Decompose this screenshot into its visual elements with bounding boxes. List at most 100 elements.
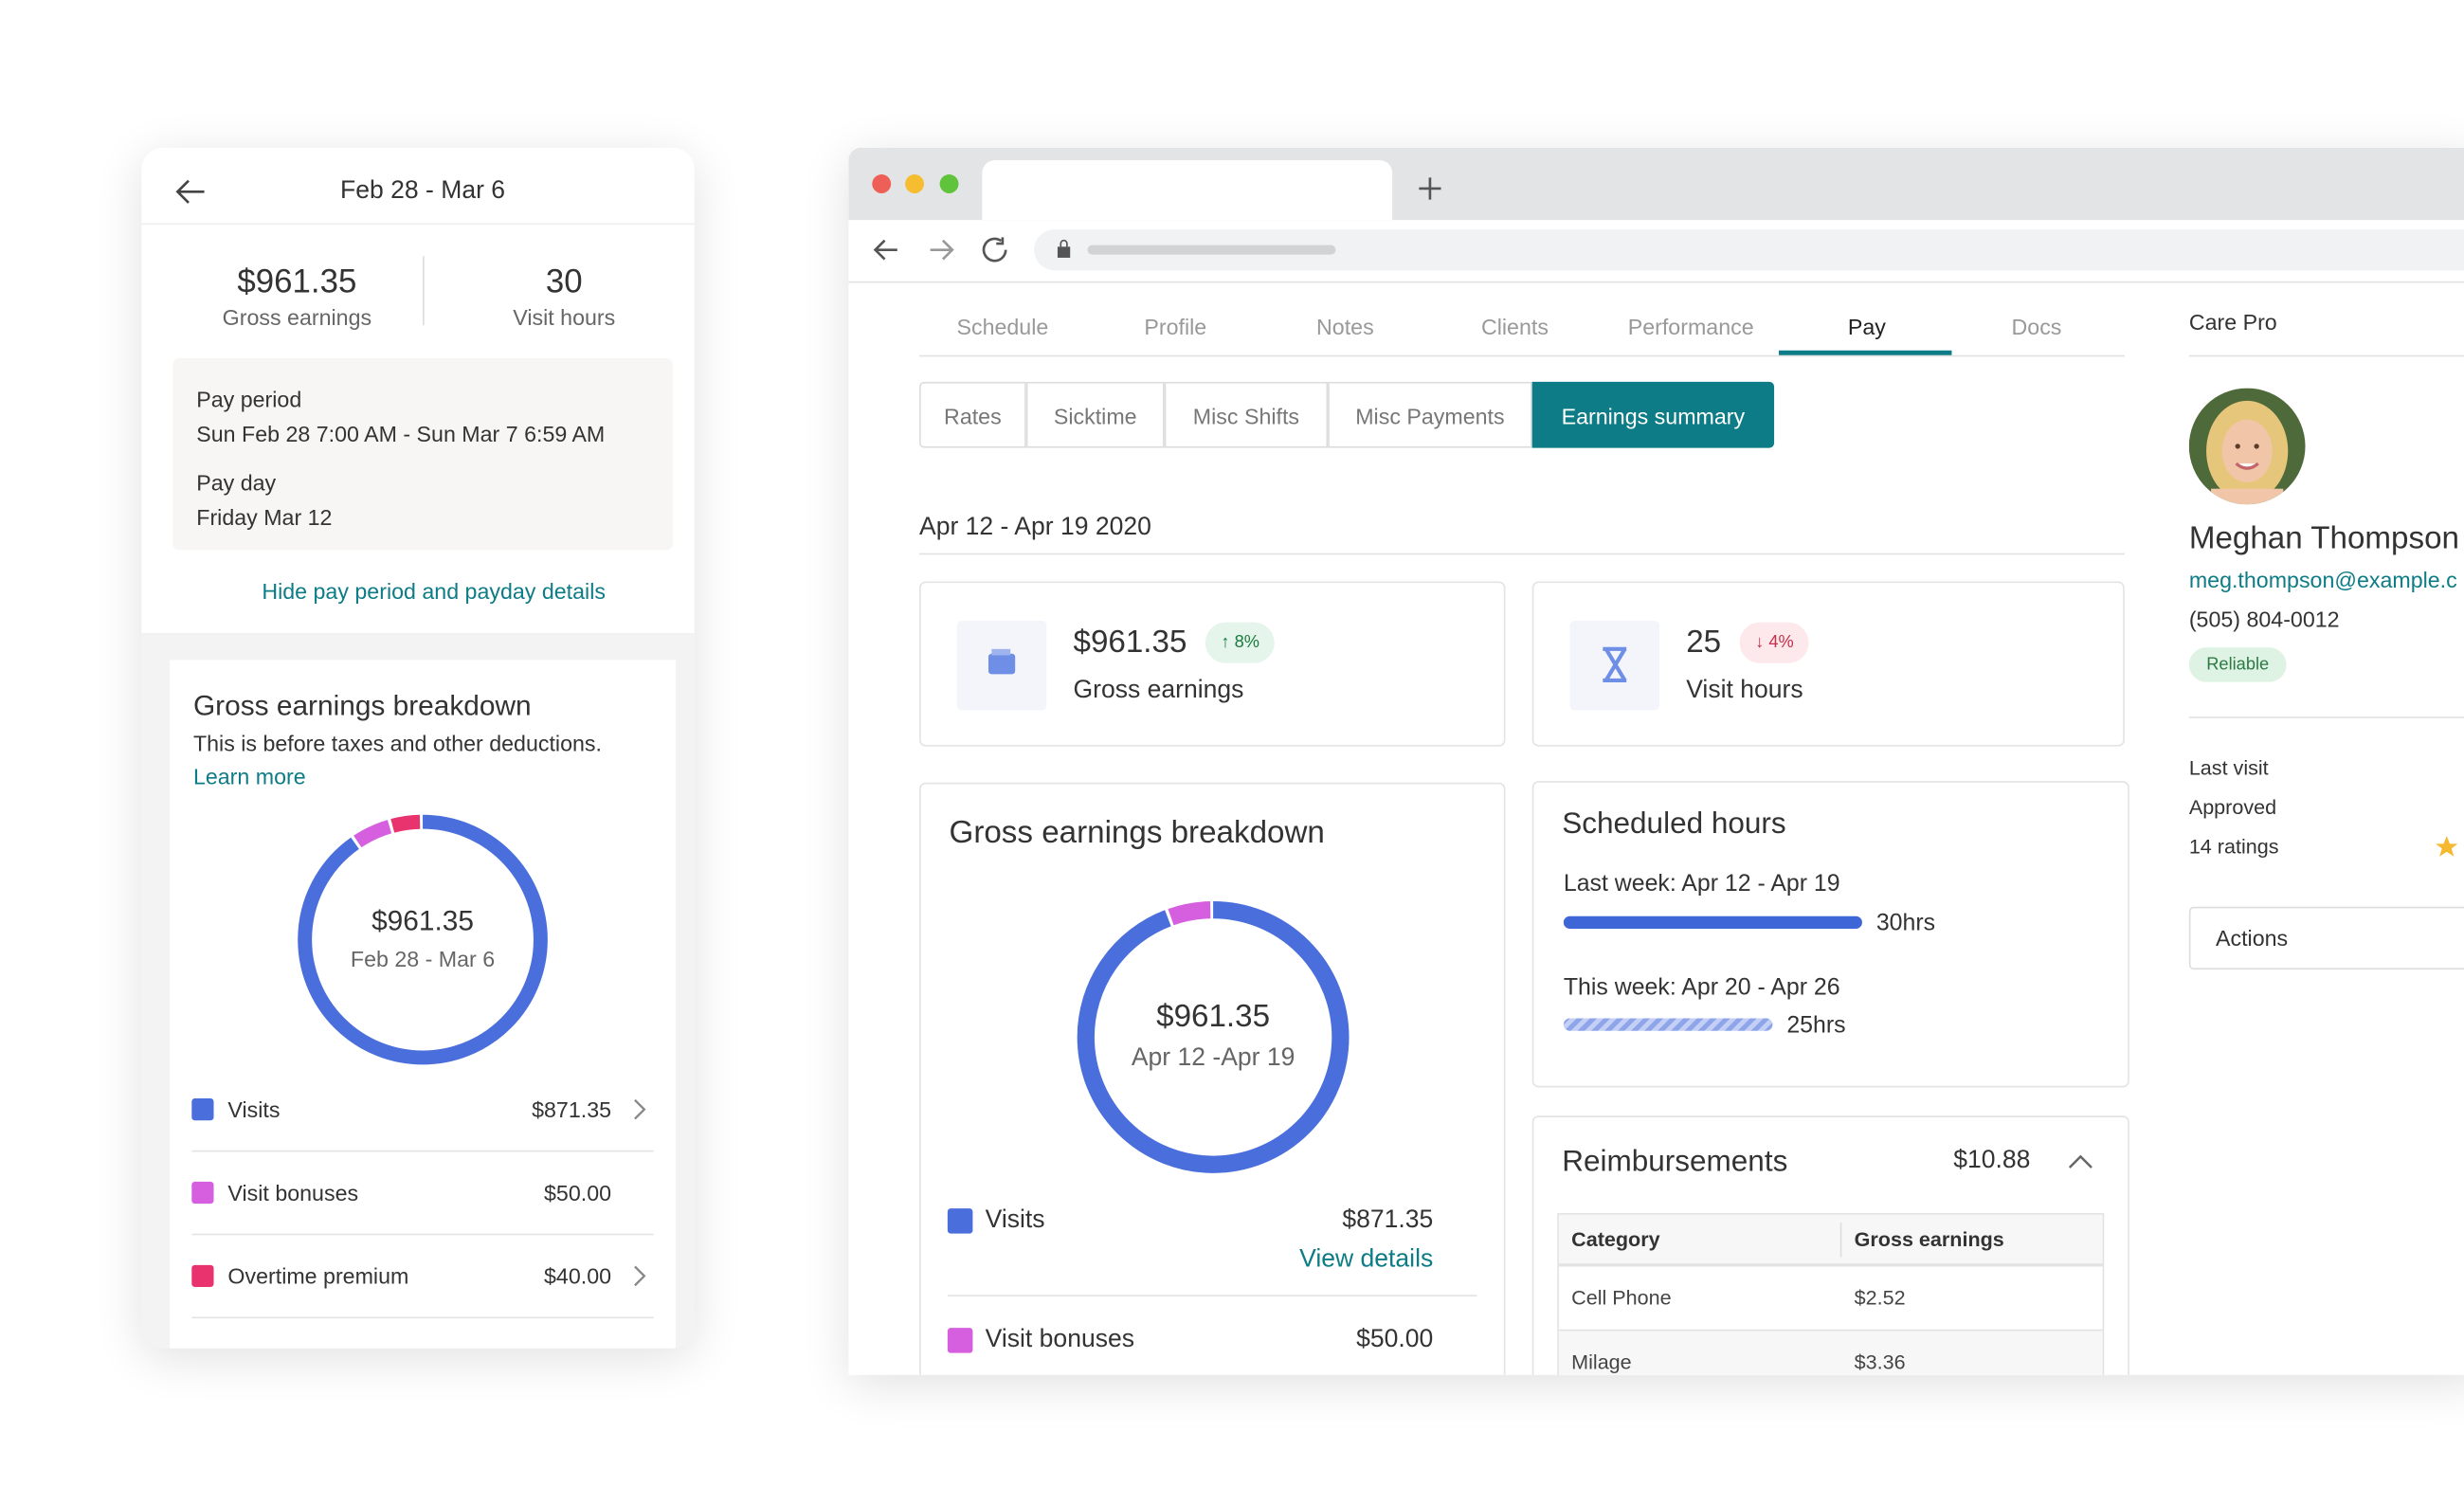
donut: [298, 814, 548, 1065]
stat-value: $961.35: [1073, 625, 1187, 661]
pay-day: Friday Mar 12: [196, 504, 333, 530]
item-amount: $50.00: [544, 1180, 612, 1205]
item-name: Visits: [985, 1206, 1045, 1234]
sub-tab[interactable]: Sicktime: [1025, 381, 1165, 448]
item-name: Visits: [227, 1096, 281, 1122]
donut: [1077, 900, 1350, 1173]
chevron[interactable]: [632, 1265, 648, 1287]
stat-divider: [423, 256, 425, 326]
window-controls: [872, 174, 959, 193]
nav-tab[interactable]: Performance: [1627, 314, 1754, 340]
url-placeholder: [1087, 245, 1336, 255]
profile-fact: Last visit: [2188, 755, 2269, 780]
chevron[interactable]: [632, 1098, 648, 1120]
avatar: [2188, 388, 2306, 505]
nav-tab[interactable]: Clients: [1480, 314, 1549, 340]
row-divider: [1558, 1264, 2103, 1267]
stat-change: ↓ 4%: [1739, 622, 1810, 663]
lock: [1057, 239, 1071, 258]
profile-divider: [2188, 354, 2464, 357]
donut-segment: [298, 814, 548, 1065]
breakdown-subtitle: This is before taxes and other deduction…: [192, 731, 602, 756]
item-amount: $50.00: [1356, 1326, 1434, 1353]
stat-icon: [956, 620, 1047, 711]
pay-day-label: Pay day: [196, 469, 277, 496]
header-divider: [141, 223, 695, 226]
this-week: This week: Apr 20 - Apr 26: [1563, 974, 1840, 1002]
breakdown-title: Gross earnings breakdown: [949, 815, 1325, 851]
view-details[interactable]: View details: [1299, 1245, 1434, 1274]
profile-email[interactable]: meg.thompson@example.c: [2188, 567, 2457, 593]
profile-fact: 14 ratings: [2188, 834, 2279, 859]
item-name: Visit bonuses: [985, 1326, 1134, 1353]
learn-more[interactable]: Learn more: [192, 763, 306, 789]
nav-tab[interactable]: Notes: [1316, 314, 1374, 340]
back-arrow[interactable]: [172, 176, 207, 208]
donut-date: Feb 28 - Mar 6: [350, 946, 496, 971]
stat-change: ↑ 8%: [1205, 622, 1276, 663]
column-header: Gross earnings: [1854, 1227, 2004, 1251]
stat-label: Gross earnings: [222, 304, 372, 331]
breakdown-title: Gross earnings breakdown: [192, 689, 532, 722]
pay-period-label: Pay period: [196, 386, 302, 412]
stat-value: $961.35: [237, 263, 357, 300]
last-week: Last week: Apr 12 - Apr 19: [1563, 870, 1840, 897]
legend-swatch: [191, 1264, 214, 1288]
sub-tab[interactable]: Rates: [919, 381, 1026, 448]
sub-tab[interactable]: Misc Shifts: [1164, 381, 1329, 448]
item-amount: $40.00: [544, 1263, 612, 1289]
reimbursements-card: [1531, 1115, 2129, 1375]
sub-tab[interactable]: Misc Payments: [1328, 381, 1532, 448]
legend-swatch: [191, 1098, 214, 1121]
toolbar-border: [848, 281, 2464, 283]
scheduled-card: [1531, 781, 2129, 1088]
donut-total: $961.35: [371, 905, 474, 937]
nav-buttons: [873, 237, 1007, 263]
donut-total: $961.35: [1156, 999, 1271, 1035]
nav-tab[interactable]: Pay: [1847, 314, 1886, 340]
reimbursements-total: $10.88: [1953, 1147, 2031, 1174]
legend-swatch: [191, 1181, 214, 1205]
stat-label: Gross earnings: [1073, 677, 1244, 704]
stat-icon: [1569, 620, 1660, 711]
nav-tab[interactable]: Docs: [2011, 314, 2062, 340]
stat-value: 25: [1686, 625, 1722, 661]
stat-label: Visit hours: [513, 304, 616, 331]
last-week-bar: [1563, 915, 1862, 929]
tab-divider: [919, 354, 2125, 357]
mobile-card: Feb 28 - Mar 6 $961.35 Gross earnings 30…: [141, 147, 695, 1349]
browser-window: Apr 12 - Apr 19 2020 Gross earnings brea…: [848, 147, 2464, 1375]
donut-date: Apr 12 -Apr 19: [1131, 1044, 1295, 1072]
new-tab[interactable]: [1418, 176, 1443, 202]
profile-phone: (505) 804-0012: [2188, 607, 2340, 632]
stat-card: [1531, 581, 2125, 747]
star: [2436, 836, 2458, 857]
item-amount: $871.35: [1342, 1206, 1434, 1234]
collapse[interactable]: [2068, 1153, 2093, 1169]
nav-tab[interactable]: Profile: [1144, 314, 1207, 340]
donut-segment: [1077, 900, 1350, 1173]
period-divider: [919, 553, 2125, 555]
this-week-hours: 25hrs: [1786, 1011, 1846, 1040]
toggle-link[interactable]: Hide pay period and payday details: [262, 578, 606, 604]
item-name: Overtime premium: [227, 1263, 409, 1289]
item-amount: $871.35: [532, 1096, 612, 1122]
legend-swatch: [947, 1328, 973, 1353]
row-divider: [191, 1316, 654, 1319]
row-divider: [191, 1150, 654, 1152]
sub-tab[interactable]: Earnings summary: [1531, 381, 1775, 448]
breakdown-card: [919, 782, 1506, 1375]
actions-button[interactable]: [2188, 906, 2464, 970]
cell: $2.52: [1854, 1285, 1906, 1310]
nav-tab[interactable]: Schedule: [956, 314, 1049, 340]
profile-badge: Reliable: [2188, 647, 2287, 682]
actions-label: Actions: [2216, 925, 2289, 951]
table-header: [1558, 1214, 2103, 1265]
pay-details: [172, 358, 673, 551]
browser-tab[interactable]: [982, 160, 1393, 221]
row-bg: [1558, 1329, 2103, 1375]
legend-swatch: [947, 1208, 973, 1234]
section-label: Care Pro: [2188, 309, 2277, 335]
cell: Cell Phone: [1571, 1285, 1672, 1310]
